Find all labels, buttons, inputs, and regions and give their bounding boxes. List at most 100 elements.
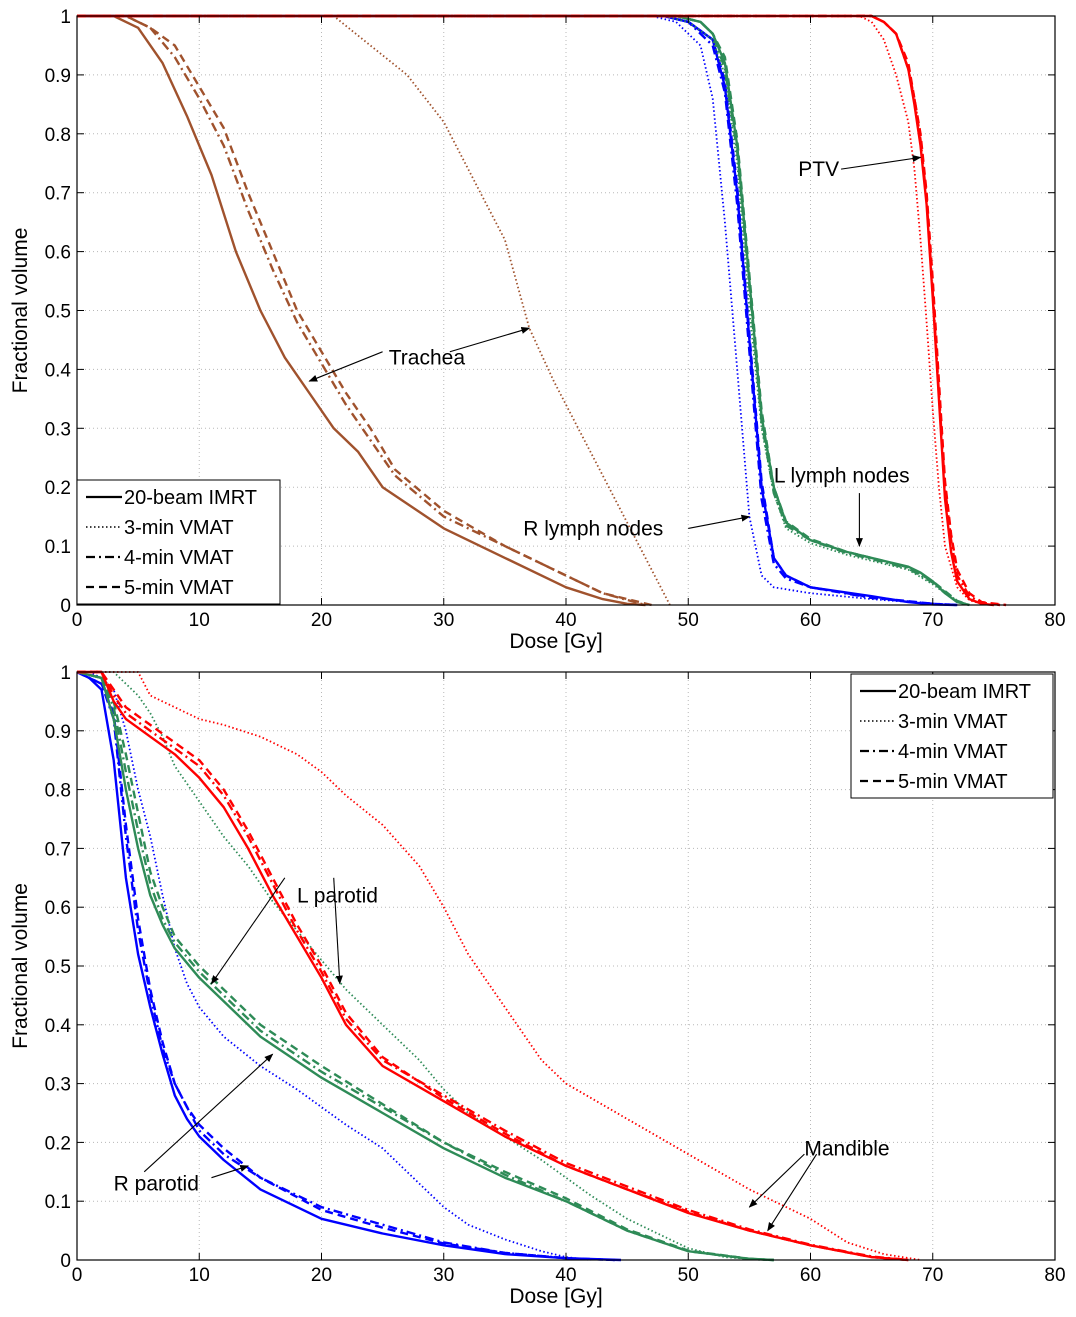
- legend-label: 20-beam IMRT: [124, 487, 257, 509]
- x-tick-label: 10: [189, 610, 210, 631]
- bottom-dvh-chart: 0 10 20 30 40 50 60 70 80 0 0.1 0.2 0.3 0.4 0.5 0.6 0.7 0…: [9, 663, 1066, 1308]
- l-parotid-5-min-vmat-line: [76, 670, 774, 1262]
- trachea-5-min-vmat-line: [77, 14, 652, 607]
- r-lymph-nodes-3-min-vmat-line: [77, 15, 958, 606]
- x-tick-label: 40: [555, 610, 576, 631]
- legend-label: 4-min VMAT: [124, 547, 234, 569]
- x-tick-label: 60: [800, 1265, 821, 1286]
- y-tick-label: 1: [60, 7, 71, 28]
- mandible-annotation: Mandible: [748, 1137, 890, 1232]
- annotation-arrow: [449, 327, 531, 353]
- y-tick-label: 0.5: [45, 302, 71, 323]
- mandible-5-min-vmat-line: [77, 670, 909, 1262]
- annotation-arrow: [333, 877, 343, 985]
- y-tick-label: 0.6: [45, 898, 71, 919]
- legend: 20-beam IMRT 3-min VMAT 4-min VMAT 5-min VM…: [76, 479, 281, 605]
- annotation-arrow: [840, 155, 922, 170]
- l-parotid-3-min-vmat-line: [77, 671, 762, 1261]
- y-tick-label: 0.1: [45, 537, 71, 558]
- trachea-3-min-vmat-line: [77, 15, 671, 606]
- annotation-label: Trachea: [389, 347, 466, 370]
- r-lymph-nodes-annotation: R lymph nodes: [523, 514, 751, 540]
- legend-label: 3-min VMAT: [898, 711, 1008, 733]
- x-tick-label: 30: [433, 610, 454, 631]
- annotation-arrow: [308, 351, 383, 382]
- x-tick-label: 30: [433, 1265, 454, 1286]
- annotation-arrow: [210, 877, 286, 985]
- y-tick-label: 0.6: [45, 243, 71, 264]
- x-tick-label: 20: [311, 1265, 332, 1286]
- legend-label: 5-min VMAT: [898, 771, 1008, 793]
- r-parotid-annotation: R parotid: [114, 1053, 274, 1196]
- annotation-label: R lymph nodes: [523, 517, 663, 540]
- y-tick-label: 0.3: [45, 419, 71, 440]
- y-tick-label: 0.2: [45, 1133, 71, 1154]
- x-tick-label: 80: [1044, 610, 1065, 631]
- y-tick-label: 0.4: [45, 1016, 72, 1037]
- legend: 20-beam IMRT 3-min VMAT 4-min VMAT 5-min VM…: [850, 673, 1054, 799]
- trachea-annotation: Trachea: [308, 327, 531, 382]
- x-axis-label: Dose [Gy]: [509, 630, 602, 653]
- x-tick-label: 20: [311, 610, 332, 631]
- l-lymph-nodes-5-min-vmat-line: [77, 14, 970, 607]
- top-dvh-chart: 0 10 20 30 40 50 60 70 80 0 0.1 0.2 0.3 0.4 0.5 0.6 0.7 0…: [9, 7, 1066, 653]
- l-parotid-4-min-vmat-line: [76, 670, 774, 1262]
- x-tick-label: 0: [72, 1265, 83, 1286]
- mandible-3-min-vmat-line: [77, 671, 921, 1261]
- annotation-label: R parotid: [114, 1173, 199, 1196]
- annotation-arrow: [143, 1053, 274, 1173]
- y-tick-label: 0.8: [45, 125, 71, 146]
- r-parotid-20-beam-imrt-line: [76, 670, 622, 1262]
- x-tick-label: 40: [555, 1265, 576, 1286]
- y-tick-label: 0.4: [45, 360, 72, 381]
- annotation-label: L lymph nodes: [774, 464, 910, 487]
- y-tick-label: 0.5: [45, 957, 71, 978]
- legend-label: 5-min VMAT: [124, 577, 234, 599]
- y-tick-label: 0: [60, 1251, 71, 1272]
- ptv-5-min-vmat-line: [77, 14, 1007, 607]
- series-group: [76, 670, 921, 1262]
- ptv-3-min-vmat-line: [77, 15, 994, 606]
- x-tick-label: 80: [1044, 1265, 1065, 1286]
- trachea-20-beam-imrt-line: [77, 14, 646, 607]
- x-axis-label: Dose [Gy]: [509, 1285, 602, 1308]
- legend-label: 20-beam IMRT: [898, 681, 1031, 703]
- annotation-arrow: [688, 514, 751, 529]
- y-tick-label: 0.7: [45, 839, 71, 860]
- x-tick-label: 50: [678, 1265, 699, 1286]
- x-tick-label: 70: [922, 610, 943, 631]
- y-tick-label: 0.2: [45, 478, 71, 499]
- y-tick-label: 0.9: [45, 66, 71, 87]
- mandible-4-min-vmat-line: [77, 670, 909, 1262]
- y-tick-label: 0.8: [45, 781, 71, 802]
- l-lymph-nodes-annotation: L lymph nodes: [774, 464, 910, 547]
- annotation-label: PTV: [798, 158, 839, 181]
- annotation-label: L parotid: [297, 884, 378, 907]
- r-lymph-nodes-4-min-vmat-line: [77, 14, 958, 607]
- ptv-annotation: PTV: [798, 155, 922, 181]
- y-tick-label: 0.7: [45, 184, 71, 205]
- series-group: [77, 14, 1007, 607]
- y-tick-label: 0.9: [45, 722, 71, 743]
- x-tick-label: 0: [72, 610, 83, 631]
- y-tick-label: 0.3: [45, 1075, 71, 1096]
- x-tick-label: 50: [678, 610, 699, 631]
- legend-box: [850, 673, 1054, 799]
- y-tick-label: 1: [60, 663, 71, 684]
- y-axis-label: Fractional volume: [9, 883, 32, 1049]
- x-tick-label: 60: [800, 610, 821, 631]
- legend-box: [76, 479, 281, 605]
- x-tick-label: 10: [189, 1265, 210, 1286]
- annotation-arrow: [748, 1153, 805, 1208]
- l-parotid-annotation: L parotid: [210, 877, 378, 985]
- y-tick-label: 0.1: [45, 1192, 71, 1213]
- y-axis-label: Fractional volume: [9, 228, 32, 394]
- legend-label: 3-min VMAT: [124, 517, 234, 539]
- legend-label: 4-min VMAT: [898, 741, 1008, 763]
- annotation-arrow: [211, 1164, 249, 1179]
- annotation-arrow: [767, 1153, 818, 1232]
- y-tick-label: 0: [60, 596, 71, 617]
- x-tick-label: 70: [922, 1265, 943, 1286]
- annotation-label: Mandible: [804, 1137, 889, 1160]
